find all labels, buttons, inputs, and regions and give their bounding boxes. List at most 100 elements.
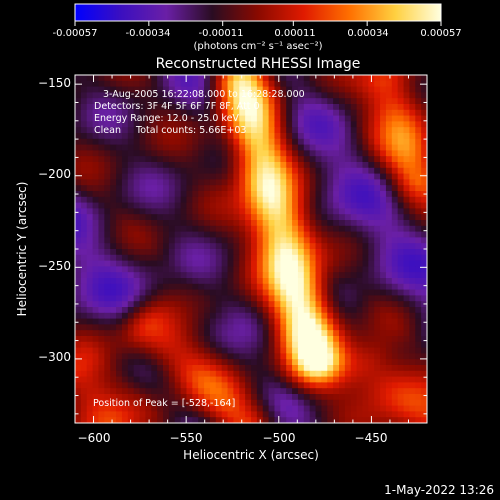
heatmap-cell xyxy=(168,115,176,122)
heatmap-cell xyxy=(121,156,129,163)
heatmap-cell xyxy=(204,133,211,140)
heatmap-cell xyxy=(421,179,427,186)
heatmap-cell xyxy=(116,318,123,325)
heatmap-cell xyxy=(385,399,393,407)
heatmap-cell xyxy=(368,104,375,111)
heatmap-cell xyxy=(292,243,299,250)
heatmap-cell xyxy=(239,301,246,308)
heatmap-cell xyxy=(139,417,146,423)
heatmap-cell xyxy=(403,405,410,412)
heatmap-cell xyxy=(262,208,270,215)
heatmap-cell xyxy=(192,417,199,423)
heatmap-cell xyxy=(262,370,270,378)
heatmap-cell xyxy=(233,185,240,192)
heatmap-cell xyxy=(209,324,217,331)
heatmap-cell xyxy=(251,353,258,360)
heatmap-cell xyxy=(86,80,94,88)
heatmap-cell xyxy=(321,121,328,128)
heatmap-cell xyxy=(192,307,199,314)
heatmap-cell xyxy=(274,185,281,192)
heatmap-cell xyxy=(297,260,305,267)
heatmap-cell xyxy=(145,150,152,157)
heatmap-cell xyxy=(145,208,152,215)
heatmap-cell xyxy=(186,80,193,88)
heatmap-cell xyxy=(198,382,205,389)
heatmap-cell xyxy=(297,272,305,279)
heatmap-cell xyxy=(380,167,387,175)
heatmap-cell xyxy=(221,225,229,233)
heatmap-cell xyxy=(215,231,223,238)
heatmap-cell xyxy=(192,336,199,343)
heatmap-cell xyxy=(297,237,305,244)
heatmap-cell xyxy=(127,283,135,291)
heatmap-cell xyxy=(145,272,152,279)
heatmap-cell xyxy=(157,347,164,354)
heatmap-cell xyxy=(333,127,340,134)
heatmap-cell xyxy=(292,341,299,349)
heatmap-cell xyxy=(368,347,375,354)
heatmap-cell xyxy=(262,365,270,372)
heatmap-cell xyxy=(98,92,105,99)
heatmap-cell xyxy=(198,266,205,273)
colorbar-tick-label: -0.00011 xyxy=(199,28,244,39)
heatmap-cell xyxy=(292,196,299,204)
heatmap-cell xyxy=(315,179,322,186)
heatmap-cell xyxy=(75,411,82,418)
heatmap-cell xyxy=(297,254,305,262)
heatmap-cell xyxy=(415,353,422,360)
heatmap-cell xyxy=(403,388,410,395)
heatmap-cell xyxy=(327,150,334,157)
heatmap-cell xyxy=(274,237,281,244)
heatmap-cell xyxy=(127,330,135,337)
heatmap-cell xyxy=(315,98,322,105)
heatmap-cell xyxy=(80,243,88,250)
heatmap-cell xyxy=(204,138,211,146)
heatmap-cell xyxy=(145,185,152,192)
heatmap-cell xyxy=(385,109,393,117)
heatmap-cell xyxy=(139,225,146,233)
heatmap-cell xyxy=(133,202,141,209)
heatmap-cell xyxy=(362,121,369,128)
heatmap-cell xyxy=(362,167,369,175)
heatmap-cell xyxy=(321,405,328,412)
heatmap-cell xyxy=(315,376,322,383)
heatmap-cell xyxy=(151,254,158,262)
heatmap-cell xyxy=(286,92,293,99)
heatmap-cell xyxy=(127,324,135,331)
heatmap-cell xyxy=(274,220,281,227)
heatmap-cell xyxy=(92,382,100,389)
heatmap-cell xyxy=(286,347,293,354)
heatmap-cell xyxy=(121,365,129,372)
heatmap-cell xyxy=(110,365,117,372)
heatmap-cell xyxy=(186,109,193,117)
heatmap-cell xyxy=(385,208,393,215)
heatmap-cell xyxy=(391,365,399,372)
heatmap-cell xyxy=(403,196,410,204)
heatmap-cell xyxy=(262,260,270,267)
heatmap-cell xyxy=(256,179,264,186)
heatmap-cell xyxy=(215,115,223,122)
heatmap-cell xyxy=(292,214,299,221)
heatmap-cell xyxy=(127,150,135,157)
heatmap-cell xyxy=(391,330,399,337)
heatmap-cell xyxy=(403,109,410,117)
heatmap-cell xyxy=(233,376,240,383)
heatmap-cell xyxy=(315,307,322,314)
heatmap-cell xyxy=(333,266,340,273)
heatmap-cell xyxy=(321,254,328,262)
heatmap-cell xyxy=(116,411,123,418)
heatmap-cell xyxy=(297,243,305,250)
heatmap-cell xyxy=(350,330,358,337)
heatmap-cell xyxy=(415,75,422,82)
heatmap-cell xyxy=(133,208,141,215)
heatmap-cell xyxy=(157,104,164,111)
heatmap-cell xyxy=(421,405,427,412)
heatmap-cell xyxy=(374,283,381,291)
heatmap-cell xyxy=(227,405,234,412)
heatmap-cell xyxy=(227,312,234,320)
heatmap-cell xyxy=(157,144,164,151)
heatmap-cell xyxy=(180,86,188,93)
heatmap-cell xyxy=(198,399,205,407)
heatmap-cell xyxy=(215,202,223,209)
heatmap-cell xyxy=(315,115,322,122)
